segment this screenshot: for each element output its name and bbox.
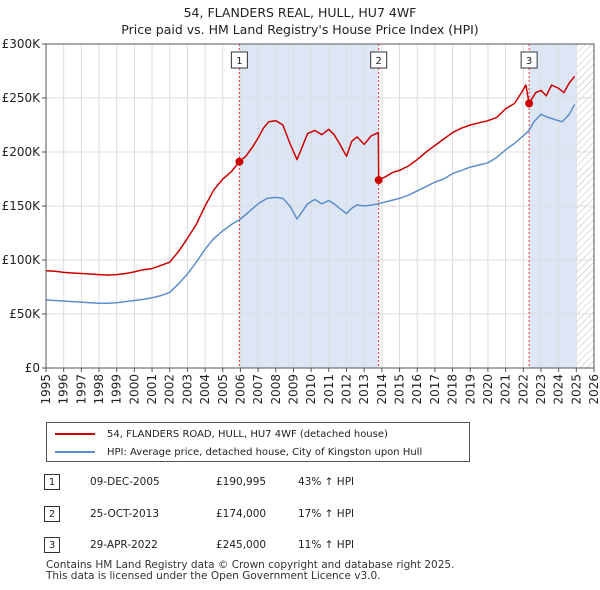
sale-box-1: [230, 51, 248, 69]
x-tick-label-23: 2018: [446, 374, 460, 405]
x-tick-label-25: 2020: [481, 374, 495, 405]
legend: 54, FLANDERS ROAD, HULL, HU7 4WF (detach…: [46, 422, 470, 462]
title-line-2: Price paid vs. HM Land Registry's House …: [121, 22, 479, 37]
sale-point-3: [525, 99, 534, 108]
series-lines: [45, 75, 576, 304]
legend-price-swatch: [55, 433, 95, 435]
y-tick-label-4: £200K: [2, 145, 42, 159]
sale-badge-2: 2: [44, 506, 60, 522]
sale-box-label-1: 1: [236, 56, 242, 67]
x-tick-label-31: 2026: [587, 374, 600, 405]
x-tick-label-16: 2011: [322, 374, 336, 405]
sale-date-1: 09-DEC-2005: [90, 476, 160, 488]
x-tick-label-10: 2005: [216, 374, 230, 405]
sale-badge-1: 1: [44, 474, 60, 490]
x-tick-label-22: 2017: [428, 374, 442, 405]
legend-item-hpi: HPI: Average price, detached house, City…: [55, 443, 422, 461]
sale-point-2: [374, 176, 383, 185]
x-tick-label-18: 2013: [357, 374, 371, 405]
y-tick-label-1: £50K: [9, 307, 41, 321]
x-tick-label-15: 2010: [304, 374, 318, 405]
sale-row-3: 3 29-APR-2022 £245,000 11% ↑ HPI: [44, 537, 464, 555]
x-tick-label-11: 2006: [233, 374, 247, 405]
sale-date-3: 29-APR-2022: [90, 539, 158, 551]
title-line-1: 54, FLANDERS REAL, HULL, HU7 4WF: [183, 5, 417, 20]
x-tick-label-26: 2021: [499, 374, 513, 405]
sale-box-3: [520, 51, 538, 69]
sale-price-3: £245,000: [216, 539, 267, 551]
legend-item-price: 54, FLANDERS ROAD, HULL, HU7 4WF (detach…: [55, 425, 388, 443]
sale-point-1: [235, 157, 244, 166]
legend-hpi-label: HPI: Average price, detached house, City…: [107, 446, 423, 458]
x-tick-label-9: 2004: [198, 374, 212, 405]
sale-hpi-3: 11% ↑ HPI: [298, 539, 355, 551]
sale-hpi-2: 17% ↑ HPI: [298, 508, 355, 520]
hpi-line: [45, 104, 576, 304]
sale-box-2: [370, 51, 388, 69]
x-tick-label-7: 2002: [163, 374, 177, 405]
x-tick-label-13: 2008: [269, 374, 283, 405]
sale-box-label-2: 2: [376, 56, 382, 67]
y-tick-label-0: £0: [25, 361, 40, 375]
x-tick-label-20: 2015: [393, 374, 407, 405]
price-chart: 1 2 3 £0 £50K £100K £150K £200K £250K £300K 1995 1…: [2, 37, 600, 405]
x-tick-label-14: 2009: [286, 374, 300, 405]
x-tick-label-28: 2023: [534, 374, 548, 405]
x-tick-label-21: 2016: [410, 374, 424, 405]
y-tick-label-3: £150K: [2, 199, 42, 213]
y-tick-label-6: £300K: [2, 37, 42, 51]
sale-box-label-3: 3: [526, 56, 532, 67]
x-tick-label-12: 2007: [251, 374, 265, 405]
x-tick-label-17: 2012: [340, 374, 354, 405]
footer: Contains HM Land Registry data © Crown c…: [46, 560, 454, 582]
legend-price-label: 54, FLANDERS ROAD, HULL, HU7 4WF (detach…: [107, 428, 388, 440]
x-tick-label-30: 2025: [569, 374, 583, 405]
sale-row-1: 1 09-DEC-2005 £190,995 43% ↑ HPI: [44, 474, 464, 492]
sale-hpi-1: 43% ↑ HPI: [298, 476, 355, 488]
price-line: [45, 75, 576, 276]
sale-badge-3: 3: [44, 537, 60, 553]
sale-price-1: £190,995: [216, 476, 267, 488]
x-tick-label-6: 2001: [145, 374, 159, 405]
footer-line-2: This data is licensed under the Open Gov…: [46, 570, 381, 582]
x-tick-label-4: 1999: [110, 374, 124, 405]
footer-line-1: Contains HM Land Registry data © Crown c…: [46, 559, 455, 571]
sale-date-2: 25-OCT-2013: [90, 508, 159, 520]
x-tick-label-24: 2019: [463, 374, 477, 405]
y-tick-label-5: £250K: [2, 91, 42, 105]
x-tick-label-8: 2003: [180, 374, 194, 405]
x-tick-label-27: 2022: [516, 374, 530, 405]
y-tick-label-2: £100K: [2, 253, 42, 267]
sale-row-2: 2 25-OCT-2013 £174,000 17% ↑ HPI: [44, 506, 464, 524]
x-tick-label-2: 1997: [74, 374, 88, 405]
legend-hpi-swatch: [55, 451, 95, 453]
chart-title: 54, FLANDERS REAL, HULL, HU7 4WF Price p…: [0, 4, 600, 38]
grid: [45, 43, 595, 369]
sale-price-2: £174,000: [216, 508, 267, 520]
x-tick-label-0: 1995: [39, 374, 53, 405]
x-tick-label-1: 1996: [57, 374, 71, 405]
sale-markers: 1 2 3: [230, 44, 538, 368]
x-tick-label-29: 2024: [552, 374, 566, 405]
x-tick-label-5: 2000: [127, 374, 141, 405]
x-tick-label-19: 2014: [375, 374, 389, 405]
x-tick-label-3: 1998: [92, 374, 106, 405]
